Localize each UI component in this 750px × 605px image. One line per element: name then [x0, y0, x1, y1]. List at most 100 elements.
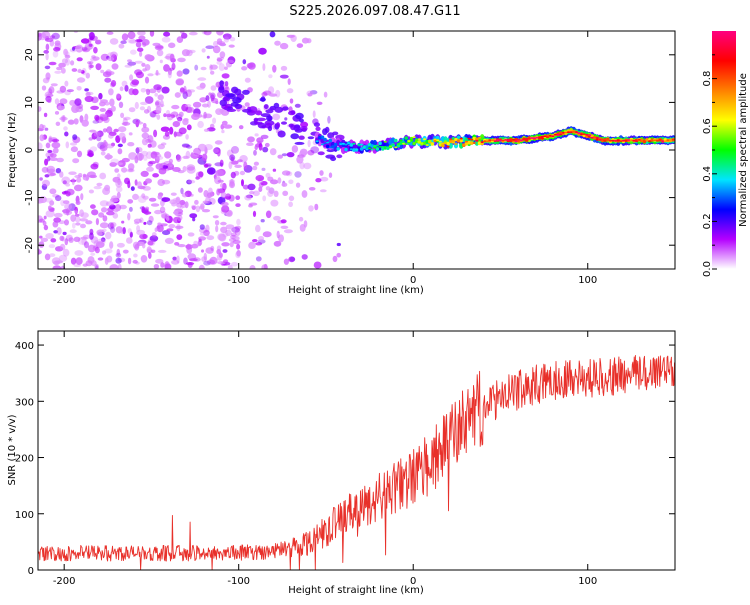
spectrogram-noise-blob [108, 133, 114, 139]
spectrogram-noise-blob [273, 190, 279, 197]
spectrogram-noise-blob [210, 70, 215, 75]
spectrogram-ridge-segment [480, 141, 484, 144]
spectrogram-ridge-segment [394, 146, 398, 149]
spectrogram-noise-blob [109, 204, 116, 210]
spectrogram-noise-blob [319, 170, 324, 176]
spectrogram-noise-blob [63, 209, 73, 216]
spectrogram-ridge-segment [423, 138, 427, 141]
spectrogram-noise-blob [127, 38, 136, 44]
spectrogram-ridge-segment [404, 143, 408, 146]
spectrogram-noise-blob [175, 79, 184, 86]
spectrogram-noise-blob [216, 56, 225, 61]
spectrogram-ridge-segment [417, 140, 422, 144]
spectrogram-streak-blob [266, 115, 273, 122]
spectrogram-noise-blob [236, 250, 241, 257]
spectrogram-noise-blob [38, 106, 42, 112]
spectrogram-ridge-segment [446, 145, 450, 148]
spectrogram-noise-blob [184, 201, 189, 209]
spectrogram-ridge-segment [402, 142, 406, 145]
spectrogram-noise-blob [208, 187, 213, 194]
spectrogram-streak-blob [263, 104, 269, 110]
spectrogram-noise-blob [161, 165, 168, 169]
spectrogram-ridge-segment [372, 139, 377, 146]
spectrogram-noise-blob [103, 140, 107, 147]
spectrogram-noise-blob [121, 80, 128, 87]
spectrogram-noise-blob [272, 168, 277, 172]
spectrogram-noise-blob [147, 240, 154, 246]
spectrogram-noise-blob [75, 257, 83, 265]
spectrogram-ridge-segment [577, 132, 581, 134]
spectrogram-ridge-segment [448, 139, 453, 143]
spectrogram-noise-blob [291, 145, 299, 153]
spectrogram-noise-blob [181, 192, 188, 198]
spectrogram-noise-blob [195, 176, 200, 180]
spectrogram-noise-blob [141, 193, 146, 199]
spectrogram-ridge-segment [368, 147, 372, 150]
colorbar-tick-label: 0.6 [702, 118, 713, 134]
spectrogram-noise-blob [126, 237, 133, 244]
spectrogram-noise-blob [186, 243, 191, 250]
spectrogram-ridge-segment [598, 139, 602, 141]
spectrogram-y-ticks: -20 -10 0 10 20 [24, 48, 675, 253]
spectrogram-noise-blob [132, 193, 139, 200]
spectrogram-noise-blob [141, 62, 146, 67]
spectrogram-noise-blob [114, 168, 120, 173]
spectrogram-noise-blob [221, 73, 230, 79]
spectrogram-noise-blob [306, 90, 314, 97]
spectrogram-ridge-segment [388, 145, 393, 148]
spectrogram-noise-blob [115, 179, 123, 188]
colorbar-tick-label: 0.4 [702, 166, 713, 182]
spectrogram-noise-blob [44, 174, 50, 178]
spectrogram-noise-blob [80, 70, 85, 74]
spectrogram-noise-blob [224, 196, 232, 200]
spectrogram-noise-blob [137, 181, 142, 189]
spectrogram-ridge-segment [462, 144, 466, 147]
spectrogram-ridge-segment [648, 140, 652, 143]
spectrogram-noise-blob [52, 147, 59, 154]
spectrogram-noise-blob [99, 200, 109, 207]
spectrogram-noise-blob [90, 105, 99, 110]
spectrogram-streak-blob [282, 106, 289, 111]
spectrogram-noise-blob [225, 224, 235, 230]
spectrogram-noise-blob [61, 58, 69, 64]
spectrogram-noise-blob [122, 227, 126, 235]
snr-y-tick-label: 100 [15, 510, 34, 521]
spectrogram-noise-blob [61, 67, 66, 74]
spectrogram-noise-blob [52, 265, 62, 269]
spectrogram-noise-blob [216, 188, 221, 196]
spectrogram-noise-blob [246, 142, 254, 146]
spectrogram-noise-blob [201, 249, 204, 253]
spectrogram-noise-blob [258, 47, 267, 55]
spectrogram-ridge-segment [621, 139, 626, 142]
spectrogram-noise-blob [153, 84, 162, 91]
spectrogram-noise-blob [320, 176, 329, 182]
spectrogram-noise-blob [201, 153, 208, 161]
spectrogram-noise-blob [101, 228, 107, 232]
spectrogram-noise-blob [261, 92, 268, 97]
spectrogram-noise-blob [81, 119, 89, 127]
spectrogram-ridge-segment [417, 138, 421, 141]
spectrogram-noise-blob [215, 108, 223, 115]
spectrogram-noise-blob [88, 43, 93, 48]
spectrogram-noise-blob [303, 162, 312, 170]
spectrogram-ridge-segment [608, 139, 613, 142]
spectrogram-noise-blob [177, 117, 182, 125]
spectrogram-noise-blob [268, 74, 273, 79]
spectrogram-noise-blob [296, 43, 304, 48]
spectrogram-noise-blob [174, 92, 181, 98]
spectrogram-noise-blob [255, 175, 265, 182]
spectrogram-noise-blob [80, 223, 86, 229]
spectrogram-noise-blob [220, 183, 224, 188]
spectrogram-noise-blob [64, 80, 69, 87]
spectrogram-streak-blob [218, 86, 225, 93]
spectrogram-noise-blob [109, 162, 117, 167]
spectrogram-noise-blob [224, 66, 228, 70]
spectrogram-noise-blob [85, 72, 91, 79]
spectrogram-noise-blob [203, 252, 207, 261]
spectrogram-noise-blob [117, 148, 123, 155]
spectrogram-noise-blob [122, 116, 131, 121]
spectrogram-noise-blob [192, 217, 196, 222]
spectrogram-noise-blob [116, 191, 121, 199]
spectrogram-noise-blob [134, 60, 143, 64]
